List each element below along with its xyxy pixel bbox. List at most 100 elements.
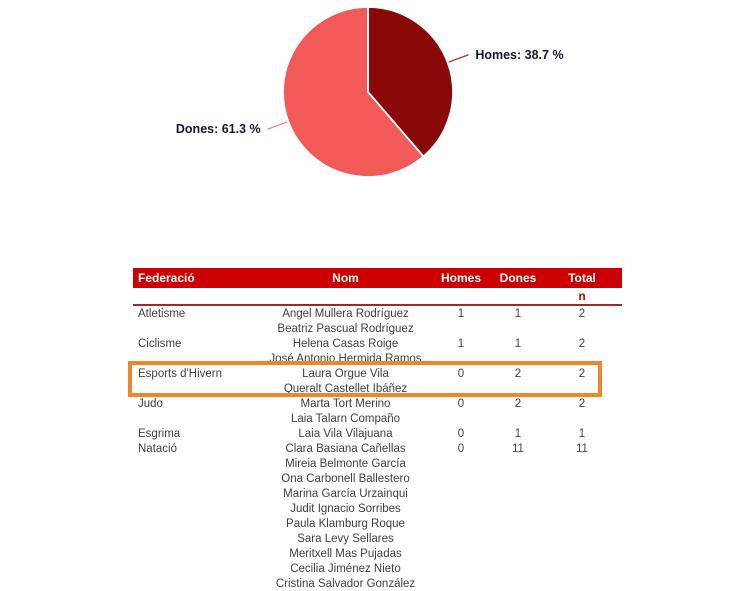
subheader-spacer <box>428 288 494 306</box>
name-cell: Laia Vila Vilajuana <box>298 427 393 440</box>
homes-cell <box>428 411 494 426</box>
total-cell: 11 <box>576 442 588 455</box>
federation-cell <box>133 516 263 531</box>
federation-cell: Esgrima <box>138 427 181 440</box>
dones-cell: 1 <box>514 307 522 320</box>
homes-cell <box>428 351 494 366</box>
homes-cell <box>428 471 494 486</box>
slice-label-dones: Dones: 61.3 % <box>176 122 261 136</box>
federation-cell <box>133 576 263 591</box>
homes-cell <box>428 516 494 531</box>
homes-cell: 1 <box>457 307 465 320</box>
dones-cell: 11 <box>512 442 524 455</box>
table-row: Esgrima Laia Vila Vilajuana 0 1 1 <box>133 426 622 441</box>
name-cell: Meritxell Mas Pujadas <box>289 547 402 560</box>
total-cell <box>542 351 622 366</box>
total-cell <box>542 411 622 426</box>
total-cell <box>542 516 622 531</box>
homes-cell: 0 <box>457 397 465 410</box>
table-header-row: Federació Nom Homes Dones Total <box>133 268 622 288</box>
dones-cell <box>494 456 542 471</box>
homes-cell <box>428 501 494 516</box>
federation-cell: Atletisme <box>138 307 186 320</box>
name-cell: Mireia Belmonte García <box>285 457 406 470</box>
federation-cell <box>133 456 263 471</box>
dones-cell: 1 <box>514 337 522 350</box>
federation-cell <box>133 411 263 426</box>
name-cell: Marta Tort Merino <box>300 397 391 410</box>
total-cell: 2 <box>578 307 586 320</box>
subheader-spacer <box>263 288 428 306</box>
total-cell: 2 <box>578 397 586 410</box>
total-cell <box>542 576 622 591</box>
federation-cell <box>133 531 263 546</box>
table-row: Judit Ignacio Sorribes <box>133 501 622 516</box>
table-row: Ciclisme Helena Casas Roige 1 1 2 <box>133 336 622 351</box>
table-row: Ona Carbonell Ballestero <box>133 471 622 486</box>
table-body: Atletisme Angel Mullera Rodríguez 1 1 2 Beatr… <box>133 305 622 591</box>
dones-cell <box>494 486 542 501</box>
name-cell: Judit Ignacio Sorribes <box>290 502 401 515</box>
federation-cell: Esports d'Hivern <box>138 367 223 380</box>
leader-line-dones <box>267 121 288 130</box>
results-table-wrap: Federació Nom Homes Dones Total n Atletisme A… <box>133 268 622 591</box>
dones-cell <box>494 516 542 531</box>
table-row: Marina García Urzainqui <box>133 486 622 501</box>
table-row: Cecilia Jiménez Nieto <box>133 561 622 576</box>
table-row: Meritxell Mas Pujadas <box>133 546 622 561</box>
table-row: Mireia Belmonte García <box>133 456 622 471</box>
subheader-n: n <box>542 288 622 306</box>
total-cell <box>542 381 622 396</box>
results-table: Federació Nom Homes Dones Total n Atletisme A… <box>133 268 622 591</box>
homes-cell <box>428 561 494 576</box>
table-row: Beatriz Pascual Rodríguez <box>133 321 622 336</box>
total-cell <box>542 321 622 336</box>
dones-cell <box>494 546 542 561</box>
name-cell: Cecilia Jiménez Nieto <box>290 562 401 575</box>
homes-cell <box>428 321 494 336</box>
total-cell <box>542 501 622 516</box>
homes-cell <box>428 546 494 561</box>
total-cell <box>542 456 622 471</box>
federation-cell <box>133 546 263 561</box>
column-header-nom: Nom <box>332 271 359 285</box>
table-subheader-row: n <box>133 288 622 306</box>
table-row: Judo Marta Tort Merino 0 2 2 <box>133 396 622 411</box>
name-cell: Paula Klamburg Roque <box>286 517 405 530</box>
total-cell <box>542 486 622 501</box>
total-cell <box>542 471 622 486</box>
homes-cell: 0 <box>457 442 465 455</box>
name-cell: Queralt Castellet Ibáñez <box>283 382 408 395</box>
dones-cell: 1 <box>514 427 522 440</box>
column-header-total: Total <box>568 271 596 285</box>
homes-cell <box>428 456 494 471</box>
federation-cell <box>133 501 263 516</box>
pie-chart: Homes: 38.7 % Dones: 61.3 % <box>0 0 747 200</box>
slice-label-homes: Homes: 38.7 % <box>475 48 563 62</box>
homes-cell <box>428 576 494 591</box>
dones-cell: 2 <box>514 367 522 380</box>
table-row: Paula Klamburg Roque <box>133 516 622 531</box>
homes-cell: 1 <box>457 337 465 350</box>
dones-cell <box>494 471 542 486</box>
table-row: Laia Talarn Compaño <box>133 411 622 426</box>
total-cell <box>542 561 622 576</box>
name-cell: Angel Mullera Rodríguez <box>282 307 409 320</box>
dones-cell <box>494 561 542 576</box>
name-cell: José Antonio Hermida Ramos <box>269 352 422 365</box>
subheader-spacer <box>133 288 263 306</box>
name-cell: Helena Casas Roige <box>292 337 399 350</box>
table-row: Cristina Salvador González <box>133 576 622 591</box>
subheader-spacer <box>494 288 542 306</box>
homes-cell <box>428 381 494 396</box>
dones-cell <box>494 321 542 336</box>
homes-cell: 0 <box>457 427 465 440</box>
name-cell: Clara Basiana Cañellas <box>285 442 406 455</box>
total-cell: 2 <box>578 337 586 350</box>
federation-cell: Judo <box>138 397 163 410</box>
federation-cell <box>133 351 263 366</box>
dones-cell <box>494 411 542 426</box>
dones-cell <box>494 351 542 366</box>
homes-cell <box>428 486 494 501</box>
